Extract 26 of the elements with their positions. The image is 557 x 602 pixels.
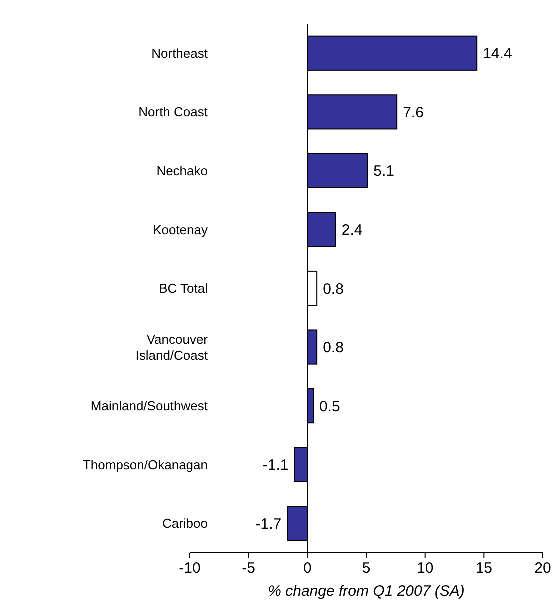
data-label: 7.6 <box>403 104 424 122</box>
y-tick-label: Cariboo <box>162 516 208 532</box>
y-tick-label: Nechako <box>156 163 208 178</box>
x-tick-label: 20 <box>534 560 552 577</box>
data-label: 2.4 <box>342 222 363 239</box>
x-tick-label: -5 <box>242 560 256 577</box>
data-label: 0.8 <box>323 340 344 357</box>
data-label: -1.1 <box>262 457 289 474</box>
y-tick-label: Northeast <box>152 46 208 61</box>
data-label: 5.1 <box>374 163 395 180</box>
data-label: -1.7 <box>256 516 282 533</box>
x-tick-label: 0 <box>303 560 312 577</box>
x-tick-label: 10 <box>416 560 434 577</box>
x-tick-label: 15 <box>476 560 493 577</box>
y-tick-label: Vancouver Island/Coast <box>136 332 209 363</box>
y-tick-label: Kootenay <box>153 222 208 238</box>
data-label: 0.5 <box>320 398 340 416</box>
y-tick-label: BC Total <box>159 281 208 296</box>
x-tick-label: -10 <box>179 560 201 577</box>
data-label: 0.8 <box>323 280 344 298</box>
x-axis-title: % change from Q1 2007 (SA) <box>268 583 465 600</box>
y-tick-label: Thompson/Okanagan <box>82 457 208 472</box>
y-tick-label: North Coast <box>138 104 208 120</box>
x-tick-label: 5 <box>362 560 371 577</box>
data-label: 14.4 <box>483 46 512 63</box>
y-tick-label: Mainland/Southwest <box>90 398 208 414</box>
